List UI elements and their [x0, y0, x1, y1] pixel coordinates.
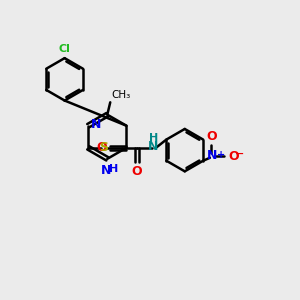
Text: N: N	[91, 118, 101, 131]
Text: N: N	[100, 164, 111, 177]
Text: N: N	[207, 149, 217, 162]
Text: CH₃: CH₃	[112, 90, 131, 100]
Text: O: O	[228, 150, 239, 163]
Text: −: −	[235, 148, 244, 158]
Text: +: +	[217, 150, 225, 161]
Text: H: H	[149, 133, 158, 143]
Text: O: O	[97, 141, 107, 154]
Text: Cl: Cl	[59, 44, 70, 54]
Text: O: O	[132, 166, 142, 178]
Text: O: O	[206, 130, 217, 143]
Text: H: H	[109, 164, 119, 174]
Text: S: S	[100, 141, 109, 154]
Text: N: N	[148, 140, 159, 153]
